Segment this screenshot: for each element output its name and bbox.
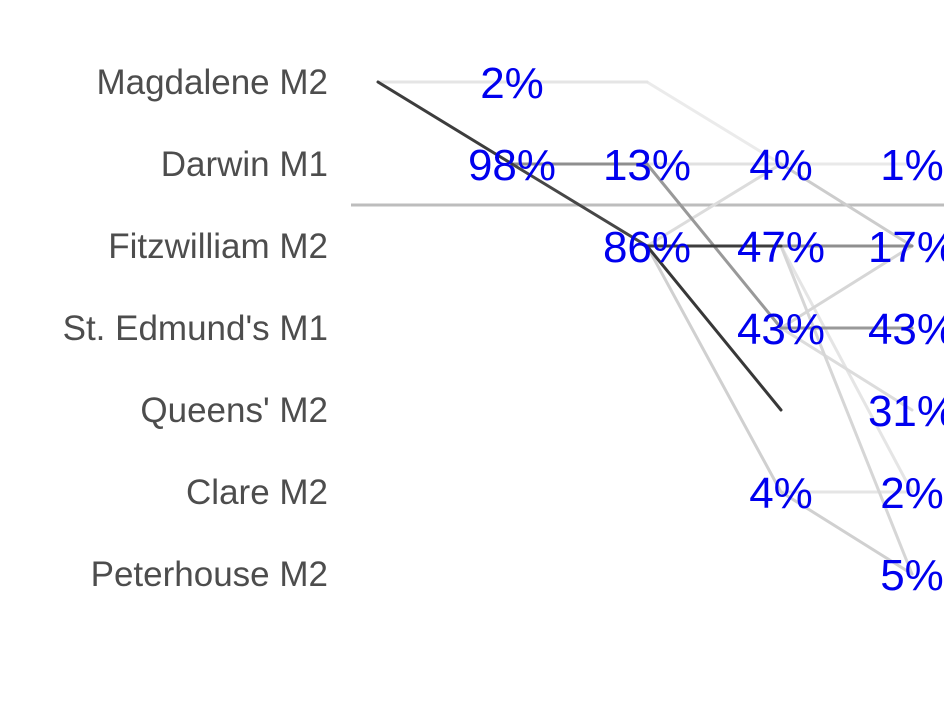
transition-line (645, 162, 783, 248)
row-label-fitzwilliam-m2: Fitzwilliam M2 (108, 227, 328, 266)
probability-label: 47% (737, 223, 825, 272)
row-label-st-edmund-s-m1: St. Edmund's M1 (63, 309, 328, 348)
probability-label: 86% (603, 223, 691, 272)
probability-label: 1% (880, 141, 944, 190)
row-label-queens-m2: Queens' M2 (140, 391, 328, 430)
probability-label: 2% (880, 469, 944, 518)
transition-line (779, 490, 914, 576)
row-label-darwin-m1: Darwin M1 (161, 145, 328, 184)
transition-line (645, 80, 783, 166)
transition-line (779, 244, 914, 330)
transition-line (645, 244, 783, 494)
transition-line (779, 162, 914, 248)
probability-label: 98% (468, 141, 556, 190)
transition-line (376, 80, 514, 166)
row-label-peterhouse-m2: Peterhouse M2 (91, 555, 328, 594)
probability-label: 17% (868, 223, 944, 272)
row-labels: Magdalene M2 Darwin M1 Fitzwilliam M2 St. E… (63, 63, 328, 594)
probability-labels: 2% 98% 13% 86% 4% 47% 43% 4% 1% 17% 43% 31% 2% 5% (468, 59, 944, 600)
row-label-clare-m2: Clare M2 (186, 473, 328, 512)
probability-label: 2% (480, 59, 544, 108)
probability-label: 4% (749, 469, 813, 518)
probability-label: 5% (880, 551, 944, 600)
transition-line (779, 244, 914, 576)
probability-label: 13% (603, 141, 691, 190)
probability-label: 31% (868, 387, 944, 436)
probability-label: 43% (868, 305, 944, 354)
transition-line (645, 244, 783, 412)
row-label-magdalene-m2: Magdalene M2 (96, 63, 328, 102)
transition-line (510, 162, 649, 248)
probability-label: 4% (749, 141, 813, 190)
probability-label: 43% (737, 305, 825, 354)
transition-line (779, 326, 914, 412)
transition-lines (376, 80, 914, 576)
